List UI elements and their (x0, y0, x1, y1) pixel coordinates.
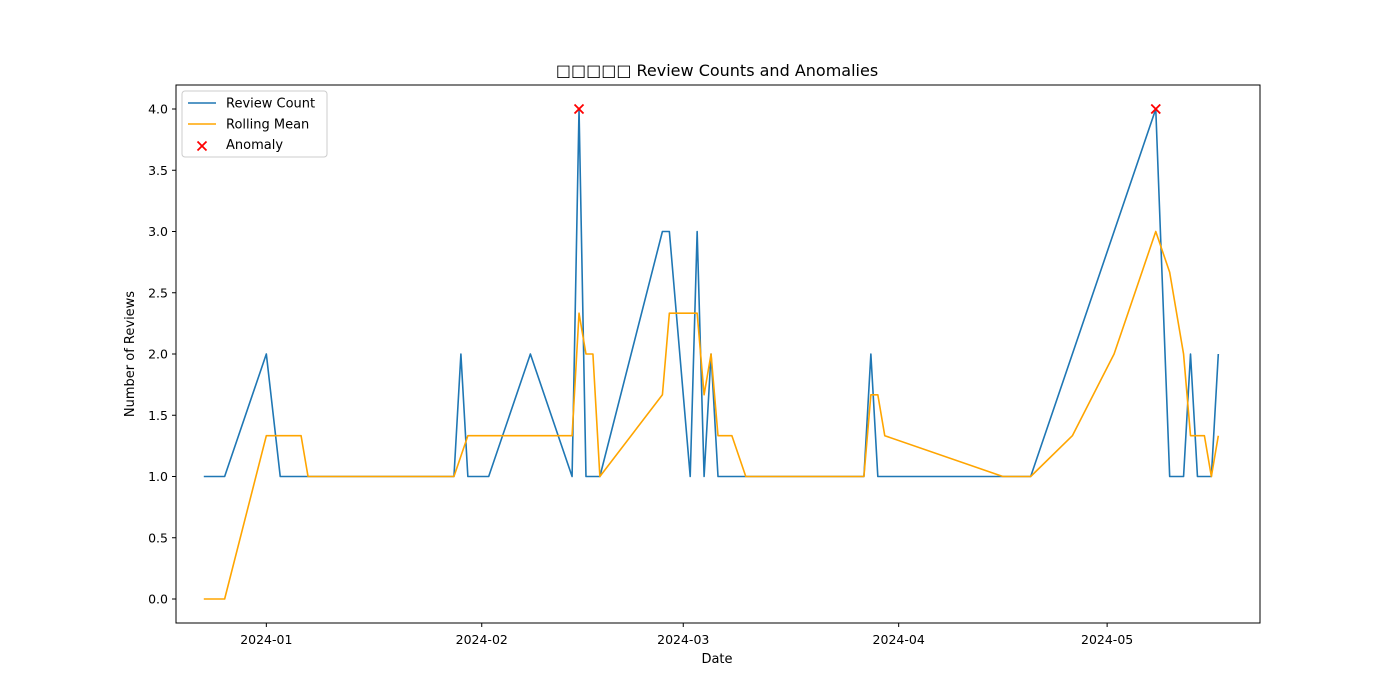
y-tick-label: 3.0 (148, 224, 168, 239)
y-axis-title: Number of Reviews (123, 291, 138, 417)
x-tick-label: 2024-02 (456, 632, 508, 647)
y-tick-label: 3.5 (148, 163, 168, 178)
legend: Review Count Rolling Mean Anomaly (181, 90, 328, 158)
series-layer (203, 108, 1220, 600)
legend-label-anomaly: Anomaly (226, 138, 283, 153)
x-axis-title: Date (701, 652, 732, 667)
y-tick-label: 0.5 (148, 530, 168, 545)
x-tick-label: 2024-05 (1081, 632, 1133, 647)
plot-area (175, 84, 1261, 624)
anomaly-point (1150, 103, 1161, 115)
x-axis: 2024-01 2024-02 2024-03 2024-04 2024-05 (240, 623, 1133, 647)
y-tick-label: 2.5 (148, 285, 168, 300)
anomaly-point (573, 103, 585, 115)
chart-title: □□□□□ Review Counts and Anomalies (556, 61, 878, 80)
legend-swatch-anomaly (196, 140, 208, 152)
y-tick-label: 1.0 (148, 469, 168, 484)
x-tick-label: 2024-03 (657, 632, 709, 647)
y-tick-label: 4.0 (148, 102, 168, 117)
anomaly-layer (573, 103, 1161, 115)
legend-label-rolling-mean: Rolling Mean (226, 118, 309, 133)
legend-label-review-count: Review Count (226, 97, 315, 112)
x-tick-label: 2024-04 (873, 632, 925, 647)
series-line-rolling-mean (203, 230, 1220, 600)
y-tick-label: 1.5 (148, 408, 168, 423)
series-line-review-count (203, 108, 1220, 478)
x-tick-label: 2024-01 (240, 632, 292, 647)
y-tick-label: 2.0 (148, 347, 168, 362)
y-axis: 0.0 0.5 1.0 1.5 2.0 2.5 3.0 3.5 4.0 (148, 102, 176, 607)
y-tick-label: 0.0 (148, 592, 168, 607)
legend-box (181, 90, 328, 158)
